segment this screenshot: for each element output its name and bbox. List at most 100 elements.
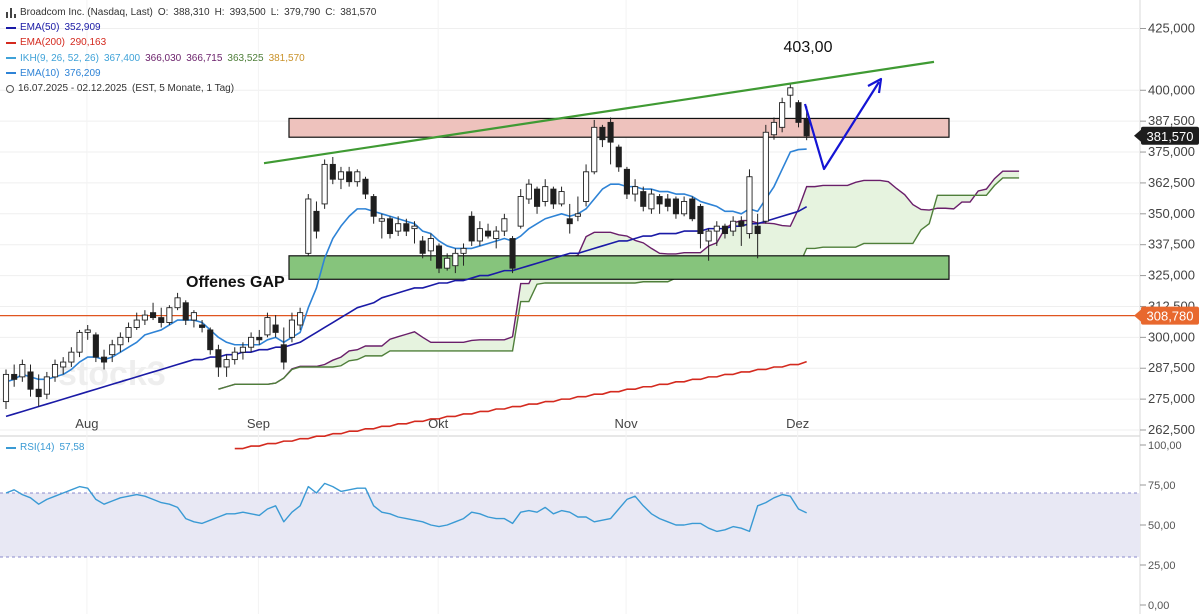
candle [223, 354, 230, 377]
ema10-value: 376,209 [64, 67, 101, 79]
candle-body-up [493, 230, 500, 239]
candle-body-up [297, 312, 304, 326]
candle [762, 124, 769, 224]
candle-body-down [566, 218, 573, 225]
candle [746, 169, 753, 239]
legend-ema50[interactable]: EMA(50) 352,909 [6, 20, 381, 35]
candle-body-down [697, 205, 704, 235]
candle-body-down [672, 198, 679, 215]
candle [721, 223, 729, 239]
candle-body-down [803, 118, 810, 137]
candle-body-down [386, 218, 394, 235]
candle [615, 144, 622, 172]
clock-icon [6, 84, 14, 93]
rsi-tick-label: 50,00 [1148, 520, 1176, 532]
candle-body-down [313, 210, 320, 232]
candle [248, 332, 255, 353]
candle-body-down [207, 329, 214, 351]
candle [468, 211, 475, 246]
candle [452, 248, 459, 274]
candle [199, 320, 206, 333]
ema200-line [234, 360, 807, 450]
candle-body-up [395, 223, 402, 232]
candle-body-up [476, 228, 483, 242]
candle-body-down [182, 302, 189, 321]
ema200-swatch [6, 42, 16, 44]
candle-body-up [223, 359, 230, 368]
ohlc-open-value: 388,310 [173, 7, 210, 18]
ema10-label: EMA(10) [20, 67, 60, 79]
candle-body-up [558, 191, 565, 205]
candle [444, 253, 451, 271]
gap-price-label: 308,780 [1147, 309, 1194, 324]
candle-body-down [158, 317, 165, 323]
y-tick-label: 275,000 [1148, 391, 1195, 406]
y-tick-label: 375,000 [1148, 144, 1195, 159]
candle [207, 327, 214, 355]
candle [51, 359, 59, 382]
candle-body-up [19, 364, 26, 378]
candle-body-up [779, 102, 786, 128]
candle-body-up [746, 176, 753, 235]
candle-body-down [272, 324, 279, 333]
candle-body-up [117, 336, 124, 346]
candle [150, 302, 157, 321]
candle-body-down [256, 336, 263, 341]
candle-body-up [591, 126, 598, 173]
candle-body-down [689, 198, 696, 220]
candle [476, 221, 483, 246]
candle-body-up [68, 351, 75, 363]
candle [681, 196, 688, 217]
candle [84, 324, 91, 340]
candle-body-down [754, 225, 761, 235]
candle [427, 233, 434, 261]
y-tick-label: 337,500 [1148, 237, 1195, 252]
candle [599, 124, 606, 148]
y-tick-label: 300,000 [1148, 329, 1195, 344]
legend-period-row: 16.07.2025 - 02.12.2025 (EST, 5 Monate, … [6, 81, 381, 96]
candle-body-down [623, 168, 630, 195]
forecast-arrow-head [867, 77, 883, 94]
candle-body-up [517, 196, 524, 227]
rsi-tick-label: 75,00 [1148, 480, 1176, 492]
candle [280, 327, 287, 370]
candle-body-up [305, 198, 312, 254]
candle-body-down [35, 388, 42, 398]
candle [231, 347, 238, 365]
candle [239, 342, 246, 360]
candle-body-up [574, 213, 581, 217]
candle [787, 82, 794, 108]
ikh-spanB-value: 363,525 [227, 52, 264, 64]
legend-ema10[interactable]: EMA(10) 376,209 [6, 66, 381, 81]
candle [542, 179, 549, 207]
rsi-value: 57,58 [59, 442, 85, 453]
ichimoku-span-b [218, 177, 1020, 390]
candle [738, 216, 745, 246]
candle [256, 329, 263, 345]
y-tick-label: 287,500 [1148, 360, 1195, 375]
candle [27, 364, 34, 397]
legend-ema200[interactable]: EMA(200) 290,163 [6, 35, 381, 50]
y-tick-label: 362,500 [1148, 175, 1195, 190]
candle [558, 186, 565, 207]
candle [754, 213, 761, 259]
candle-body-up [321, 163, 328, 205]
legend-ikh[interactable]: IKH(9, 26, 52, 26) 367,400 366,030 366,7… [6, 51, 381, 66]
candle [460, 243, 467, 266]
candle [419, 236, 426, 259]
candle [35, 374, 42, 407]
candle-body-up [501, 218, 508, 232]
candle [795, 100, 802, 128]
candle [591, 119, 598, 175]
candle [378, 213, 385, 239]
candle-body-down [199, 324, 206, 328]
candle [689, 196, 696, 222]
candle-body-up [231, 351, 238, 361]
candle-body-up [2, 373, 10, 403]
candle-body-down [329, 163, 336, 180]
y-tick-label: 262,500 [1148, 422, 1195, 437]
candle [566, 203, 573, 234]
rsi-legend[interactable]: RSI(14) 57,58 [6, 442, 84, 453]
candle-body-up [542, 186, 549, 202]
